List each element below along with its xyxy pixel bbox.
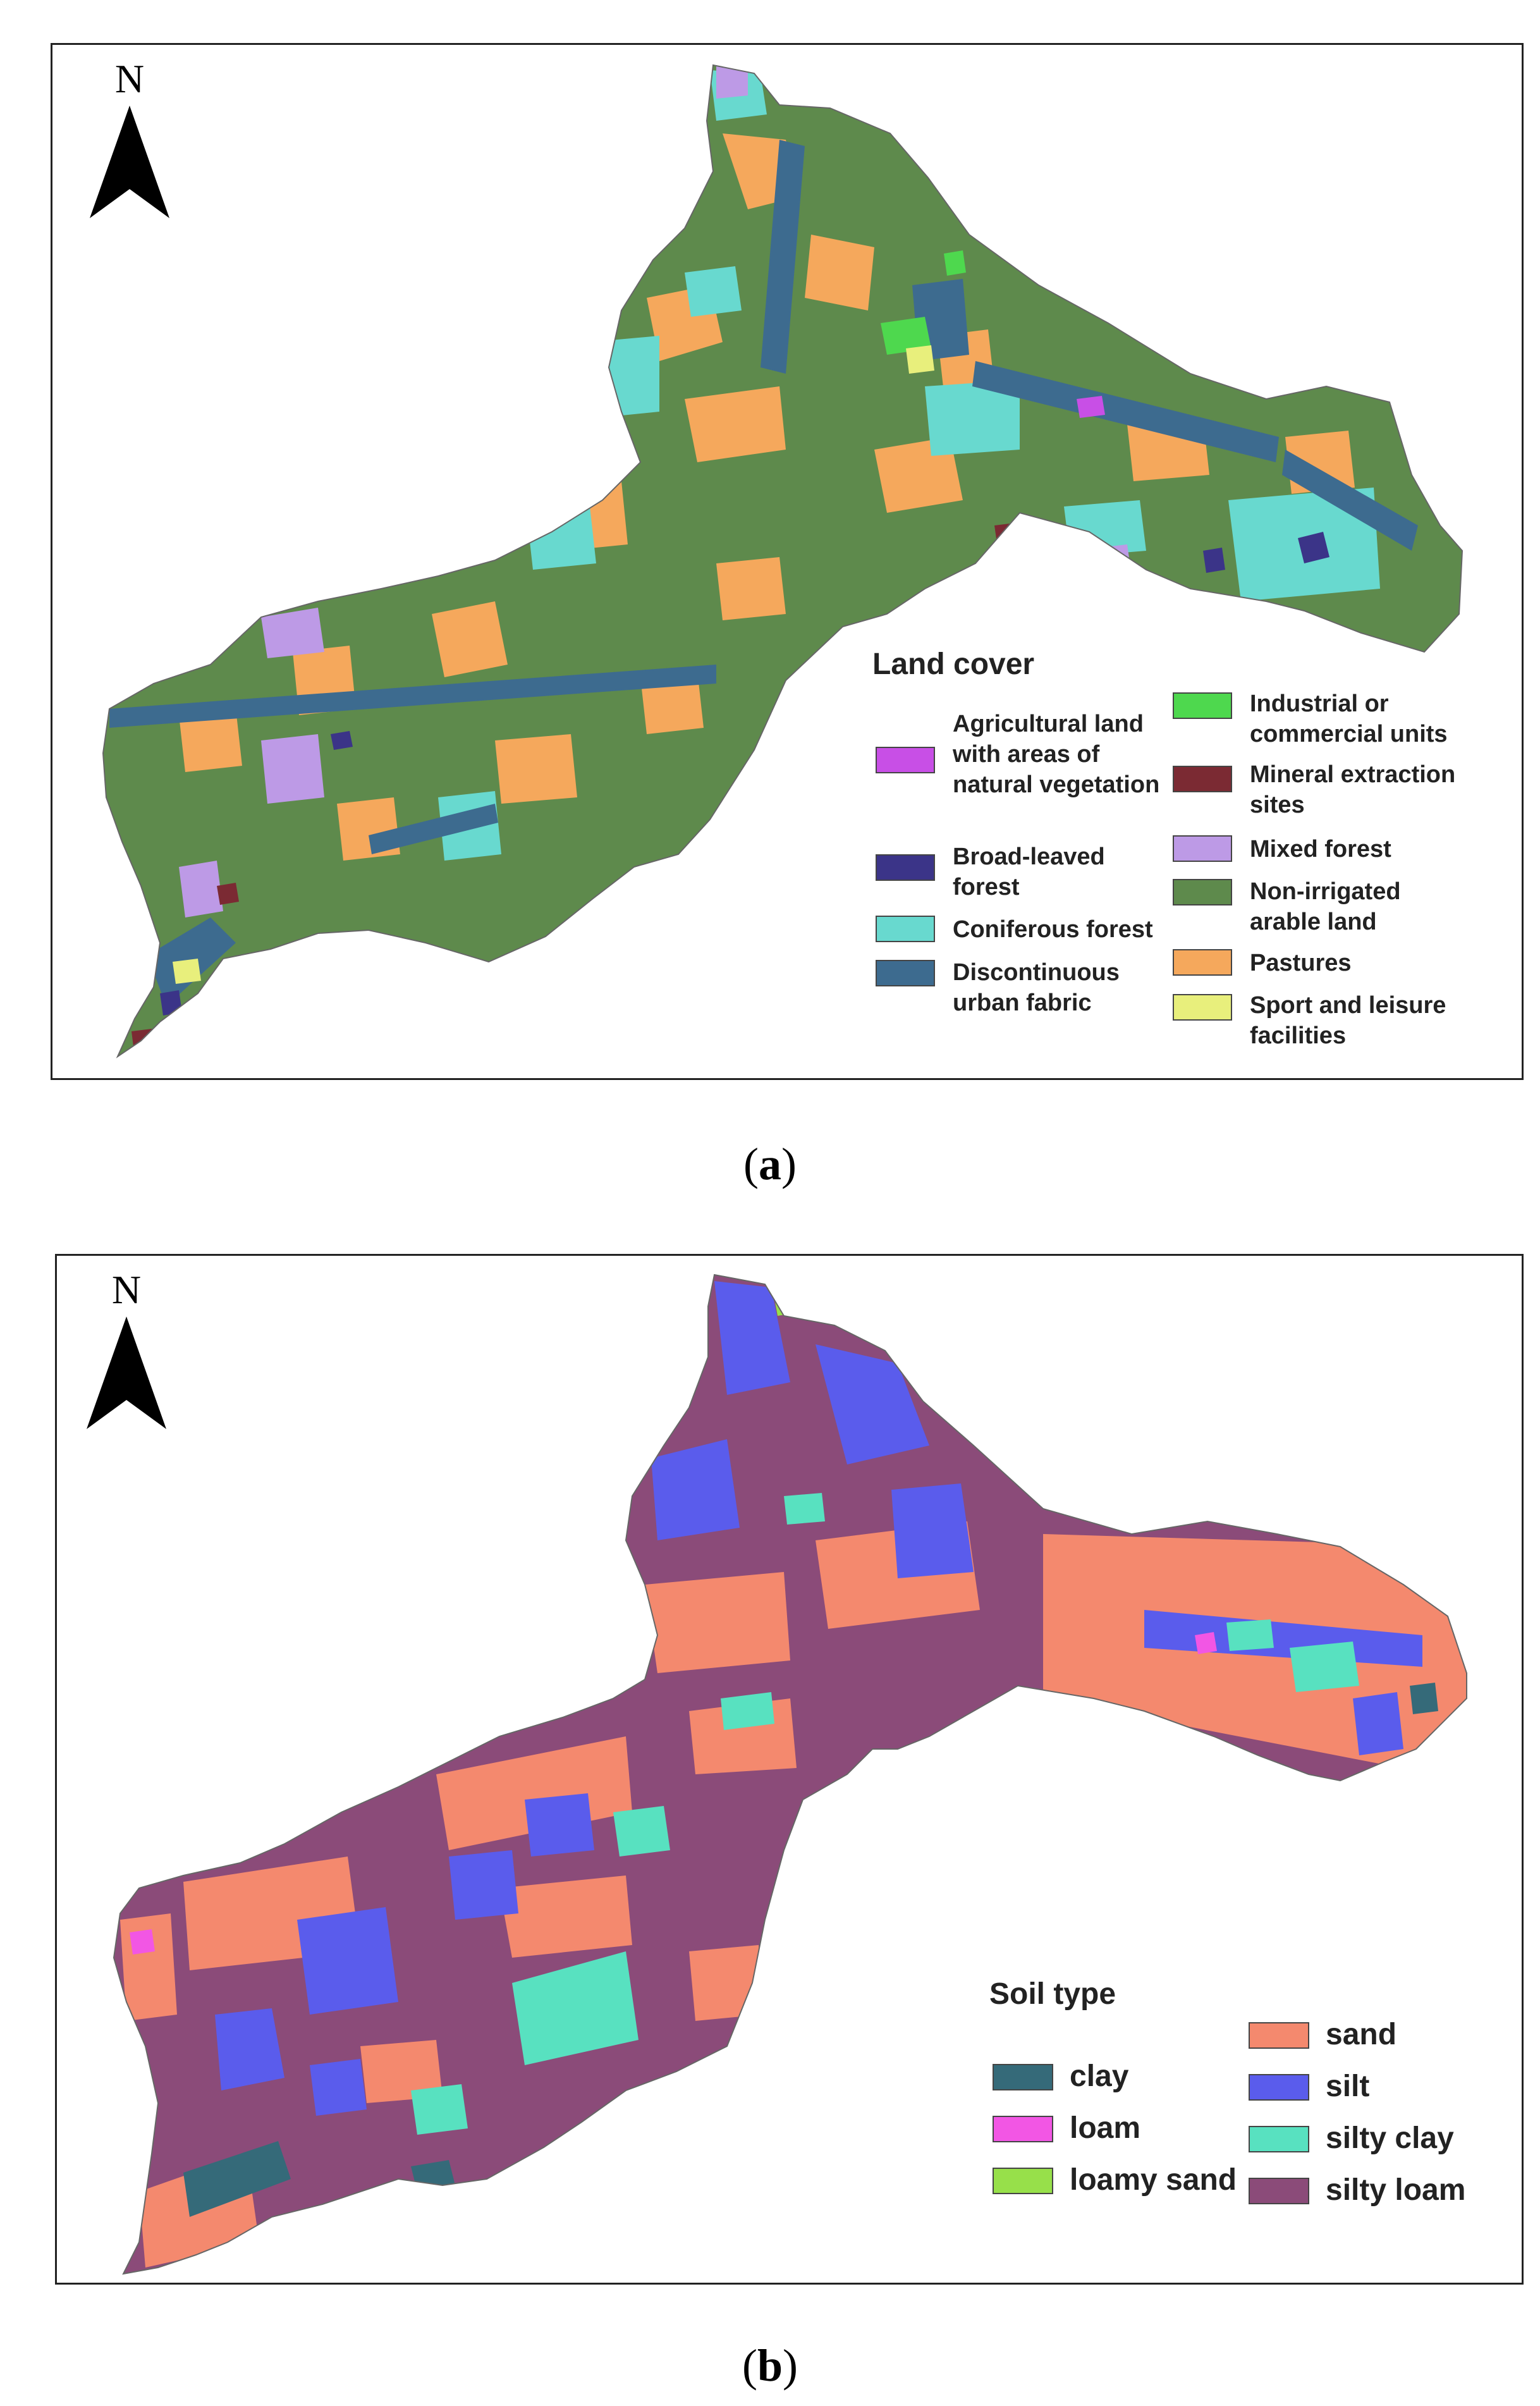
- north-arrow: N: [85, 59, 174, 219]
- legend-item: silt: [1249, 2069, 1369, 2104]
- legend-swatch: [876, 747, 935, 773]
- legend-label: Coniferous forest: [953, 916, 1153, 943]
- legend-swatch: [876, 960, 935, 986]
- legend-item: loam: [993, 2111, 1140, 2146]
- caption-letter: a: [759, 1139, 781, 1189]
- legend-title: Soil type: [989, 1977, 1116, 2011]
- caption-letter: b: [757, 2340, 783, 2391]
- legend-label: Industrial or commercial units: [1250, 690, 1448, 747]
- legend-swatch: [993, 2064, 1053, 2090]
- legend-item: Mixed forest: [1173, 834, 1391, 864]
- legend-swatch: [1173, 949, 1232, 976]
- legend-label: silty loam: [1326, 2173, 1466, 2207]
- legend-swatch: [876, 916, 935, 942]
- legend-label: Broad-leaved forest: [953, 844, 1105, 900]
- legend-swatch: [1249, 2074, 1309, 2101]
- legend-label: Sport and leisure facilities: [1250, 992, 1446, 1049]
- legend-item: Industrial or commercial units: [1173, 689, 1448, 749]
- legend-swatch: [1173, 692, 1232, 719]
- land-cover-patches: [109, 65, 1418, 1057]
- legend-item: silty loam: [1249, 2173, 1465, 2208]
- legend-label: Agricultural land with areas of natural …: [953, 711, 1160, 798]
- soil-type-map: [113, 1274, 1467, 2274]
- legend-swatch: [1173, 879, 1232, 905]
- land-cover-map: [102, 64, 1463, 1057]
- legend-swatch: [876, 854, 935, 881]
- land-cover-map-panel: N Land cover Agricultural land with area…: [51, 43, 1524, 1080]
- soil-type-map-panel: N Soil type clay loam loamy sand sand si…: [55, 1254, 1524, 2285]
- legend-item: Discontinuous urban fabric: [876, 957, 1120, 1018]
- legend-item: Non-irrigated arable land: [1173, 876, 1401, 937]
- legend-swatch: [1173, 994, 1232, 1021]
- panel-b-caption: (b): [742, 2340, 798, 2391]
- legend-swatch: [1173, 766, 1232, 792]
- legend-item: Coniferous forest: [876, 914, 1153, 945]
- legend-item: loamy sand: [993, 2163, 1237, 2198]
- legend-item: clay: [993, 2059, 1128, 2094]
- north-arrow-icon: [87, 1317, 166, 1429]
- north-arrow-icon: [90, 106, 169, 218]
- legend-item: Pastures: [1173, 948, 1352, 978]
- legend-swatch: [1249, 2178, 1309, 2204]
- legend-item: Agricultural land with areas of natural …: [876, 709, 1159, 800]
- legend-label: loamy sand: [1070, 2163, 1237, 2197]
- legend-swatch: [993, 2116, 1053, 2142]
- legend-label: Discontinuous urban fabric: [953, 959, 1120, 1016]
- legend-label: Non-irrigated arable land: [1250, 878, 1401, 935]
- north-arrow: N: [82, 1270, 171, 1430]
- legend-item: Sport and leisure facilities: [1173, 990, 1446, 1051]
- panel-a-caption: (a): [743, 1139, 797, 1189]
- legend-item: Broad-leaved forest: [876, 842, 1105, 902]
- legend-item: Mineral extraction sites: [1173, 759, 1455, 820]
- legend-label: clay: [1070, 2059, 1129, 2093]
- legend-item: sand: [1249, 2017, 1396, 2053]
- north-label: N: [111, 1267, 142, 1312]
- legend-swatch: [1249, 2022, 1309, 2049]
- legend-swatch: [993, 2168, 1053, 2194]
- legend-item: silty clay: [1249, 2121, 1454, 2156]
- legend-title: Land cover: [872, 648, 1035, 681]
- legend-label: silty clay: [1326, 2121, 1454, 2155]
- north-label: N: [114, 56, 145, 101]
- legend-label: silt: [1326, 2070, 1370, 2103]
- legend-label: Mineral extraction sites: [1250, 761, 1456, 818]
- legend-label: sand: [1326, 2018, 1397, 2051]
- legend-label: Mixed forest: [1250, 836, 1391, 862]
- legend-swatch: [1249, 2126, 1309, 2152]
- legend-swatch: [1173, 835, 1232, 862]
- legend-label: loam: [1070, 2111, 1141, 2145]
- legend-label: Pastures: [1250, 950, 1352, 976]
